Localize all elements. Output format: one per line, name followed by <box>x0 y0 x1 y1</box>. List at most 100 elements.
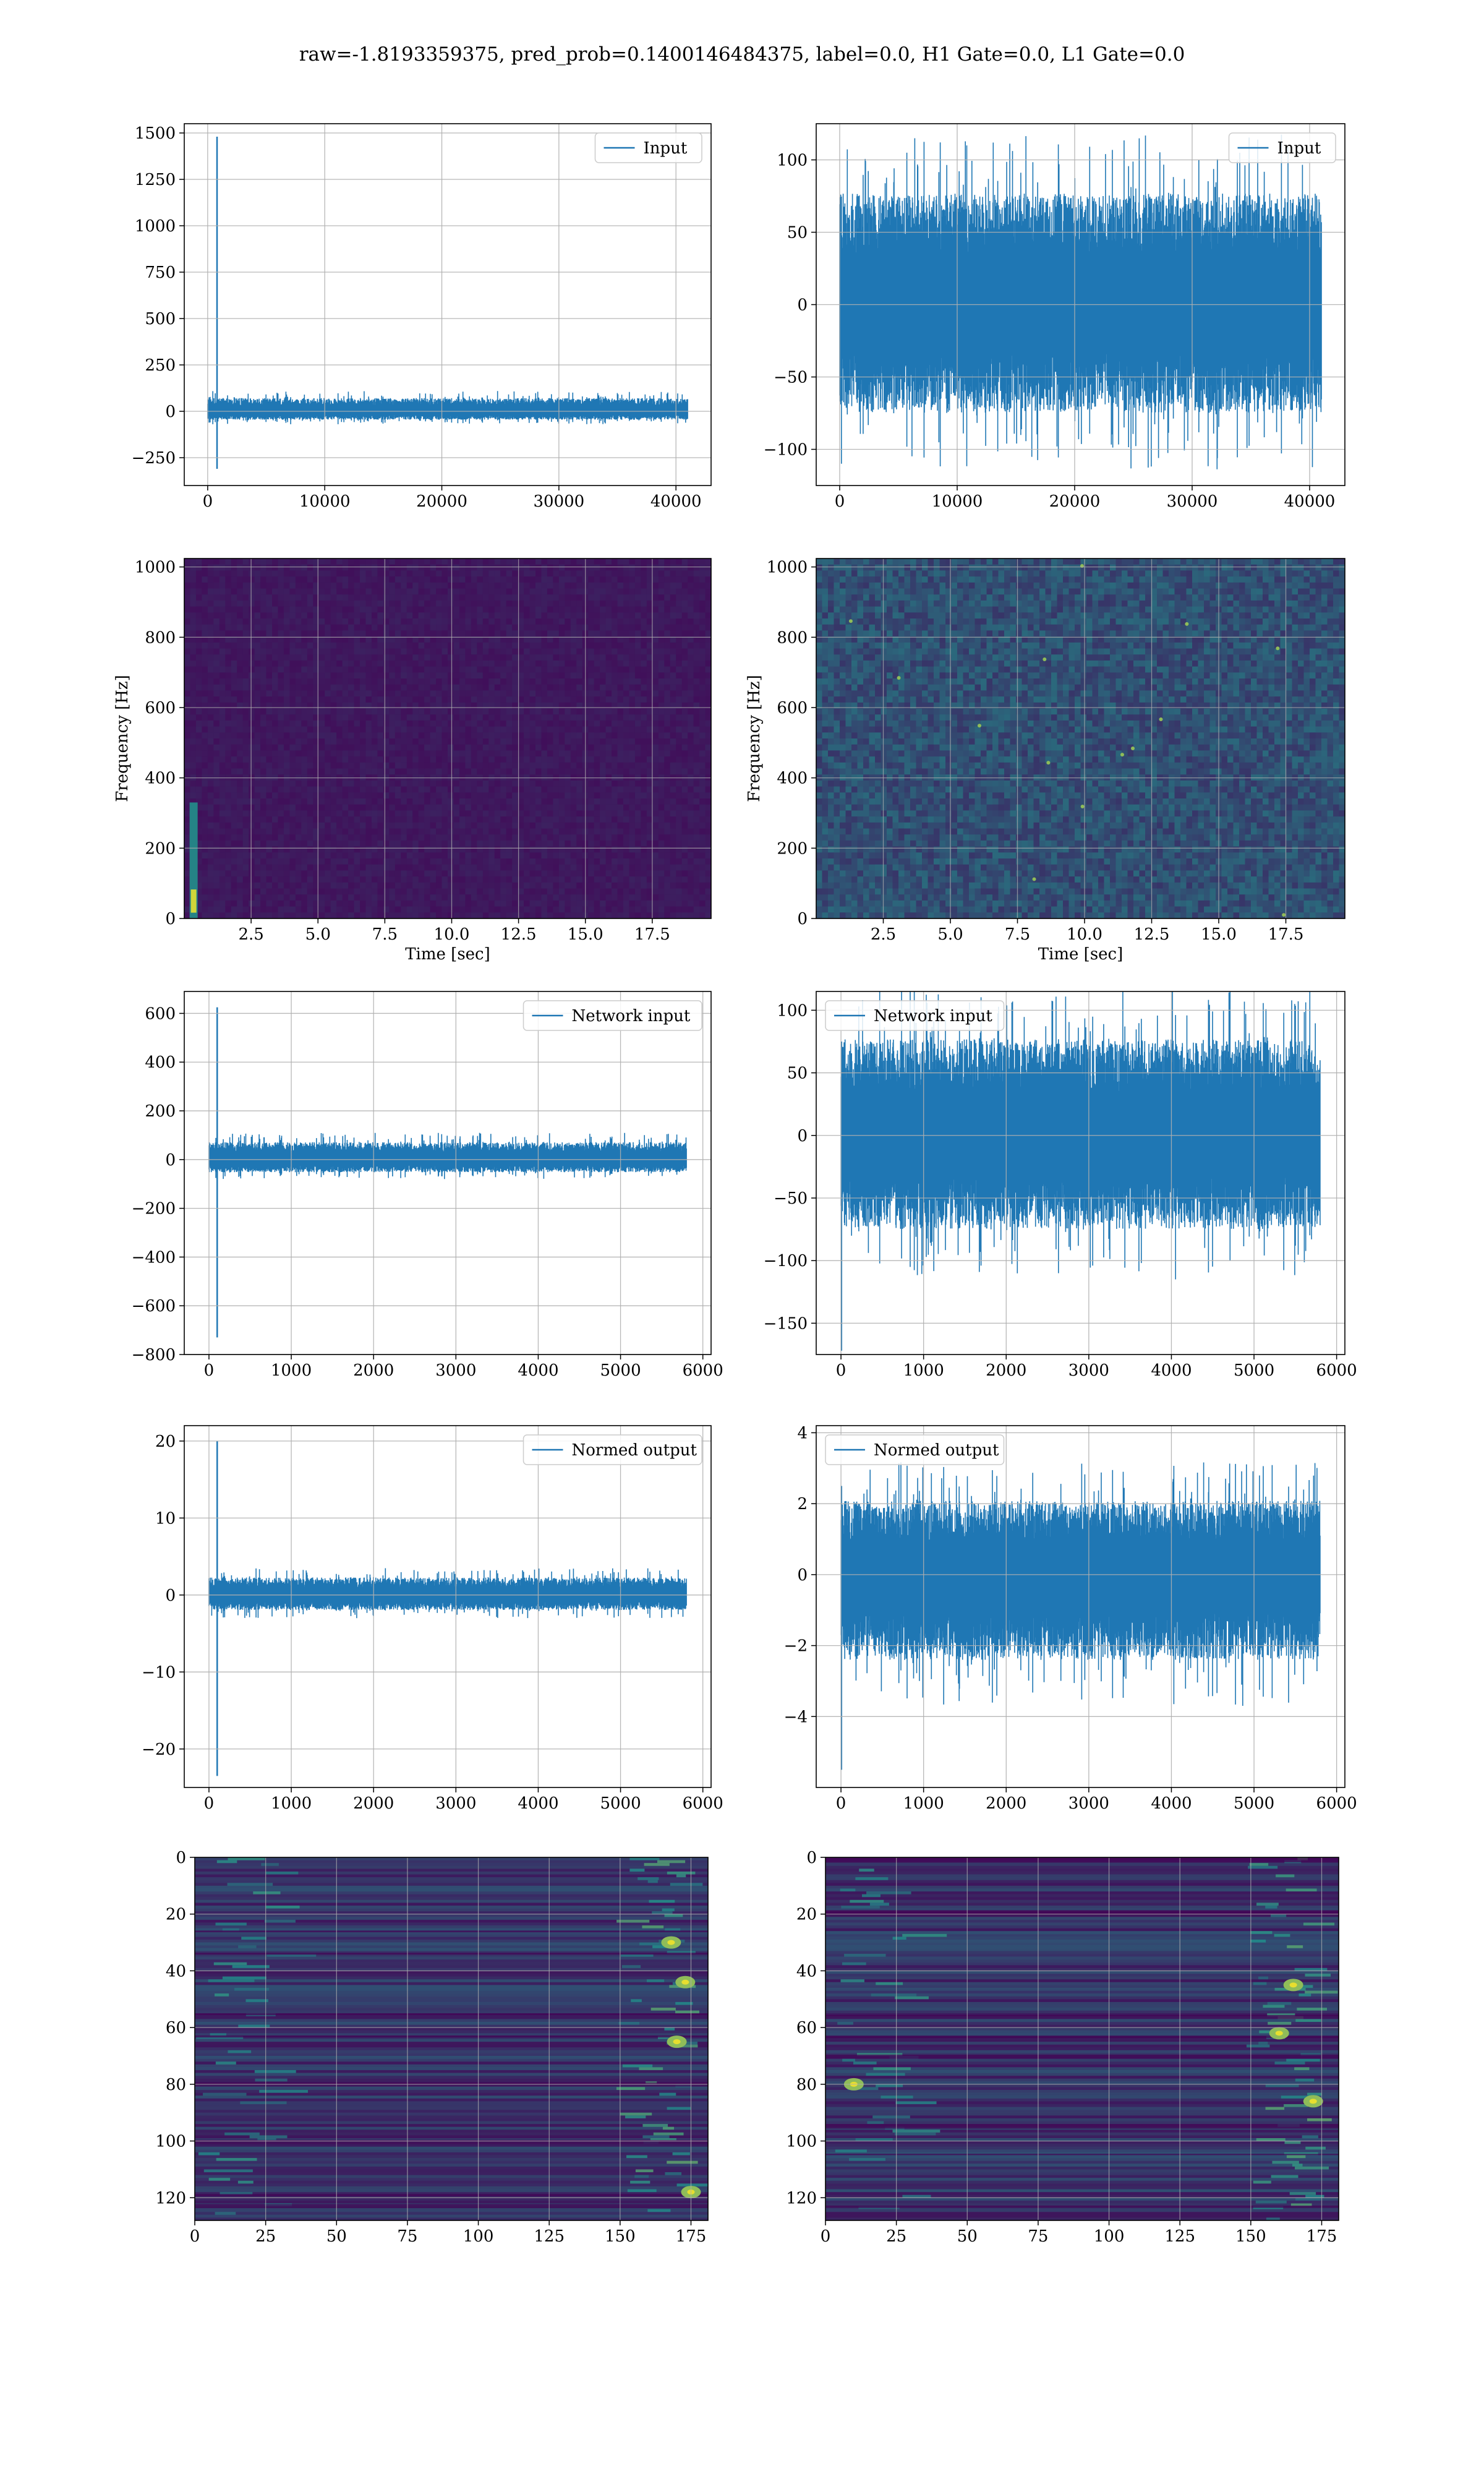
heatmap-cell <box>389 750 396 757</box>
heatmap-cell <box>336 810 343 817</box>
heatmap-cell <box>494 828 501 835</box>
heatmap-cell <box>418 582 425 589</box>
heatmap-cell <box>412 690 419 697</box>
heatmap-cell <box>365 666 372 673</box>
heatmap-cell <box>576 738 583 745</box>
heatmap-cell <box>278 786 284 793</box>
heatmap-cell <box>242 792 249 799</box>
heatmap-cell <box>605 792 612 799</box>
heatmap-cell <box>477 606 484 613</box>
heatmap-cell <box>354 708 360 715</box>
heatmap-cell <box>377 762 384 769</box>
heatmap-cell <box>371 570 378 577</box>
heatmap-cell <box>547 912 553 918</box>
heatmap-cell <box>430 732 437 739</box>
heatmap-cell <box>477 756 484 763</box>
heatmap-cell <box>518 768 524 775</box>
heatmap-cell <box>652 690 659 697</box>
heatmap-cell <box>448 684 454 691</box>
heatmap-cell <box>565 828 571 835</box>
heatmap-cell <box>278 672 284 679</box>
heatmap-cell <box>652 906 659 913</box>
heatmap-cell <box>512 906 519 913</box>
heatmap-cell <box>254 564 261 571</box>
heatmap-cell <box>260 858 267 865</box>
heatmap-cell <box>634 870 641 877</box>
heatmap-cell <box>570 810 577 817</box>
heatmap-cell <box>401 630 407 637</box>
heatmap-cell <box>401 786 407 793</box>
heatmap-cell <box>237 816 244 823</box>
heatmap-cell <box>441 828 448 835</box>
heatmap-cell <box>658 672 665 679</box>
heatmap-cell <box>535 588 542 595</box>
heatmap-cell <box>184 894 190 901</box>
heatmap-cell <box>629 798 636 805</box>
heatmap-cell <box>202 642 208 649</box>
heatmap-cell <box>436 858 443 865</box>
heatmap-cell <box>565 678 571 685</box>
heatmap-cell <box>471 720 477 727</box>
heatmap-cell <box>278 870 284 877</box>
heatmap-cell <box>272 588 278 595</box>
heatmap-cell <box>453 756 460 763</box>
heatmap-cell <box>207 840 214 847</box>
heatmap-cell <box>524 714 531 721</box>
heatmap-cell <box>313 822 320 829</box>
heatmap-cell <box>565 696 571 703</box>
heatmap-cell <box>377 864 384 871</box>
heatmap-cell <box>617 840 624 847</box>
heatmap-cell <box>612 678 618 685</box>
heatmap-cell <box>535 666 542 673</box>
heatmap-cell <box>588 636 595 643</box>
heatmap-cell <box>558 828 565 835</box>
heatmap-cell <box>412 894 419 901</box>
heatmap-cell <box>283 750 290 757</box>
heatmap-cell <box>652 798 659 805</box>
heatmap-cell <box>477 672 484 679</box>
heatmap-cell <box>459 696 466 703</box>
heatmap-cell <box>629 636 636 643</box>
heatmap-cell <box>295 559 302 565</box>
heatmap-cell <box>547 684 553 691</box>
heatmap-cell <box>231 792 237 799</box>
heatmap-cell <box>482 594 489 601</box>
heatmap-cell <box>617 810 624 817</box>
heatmap-cell <box>430 702 437 709</box>
heatmap-cell <box>488 612 495 619</box>
heatmap-cell <box>623 606 629 613</box>
heatmap-cell <box>231 642 237 649</box>
y-tick-label: 1500 <box>135 124 176 143</box>
heatmap-cell <box>453 564 460 571</box>
heatmap-cell <box>541 606 548 613</box>
heatmap-cell <box>202 576 208 583</box>
heatmap-cell <box>494 630 501 637</box>
heatmap-cell <box>448 846 454 853</box>
heatmap-cell <box>313 732 320 739</box>
heatmap-cell <box>612 660 618 667</box>
heatmap-cell <box>330 804 337 811</box>
heatmap-cell <box>225 636 232 643</box>
heatmap-cell <box>576 732 583 739</box>
heatmap-cell <box>605 570 612 577</box>
heatmap-cell <box>471 792 477 799</box>
heatmap-cell <box>500 756 507 763</box>
heatmap-cell <box>629 684 636 691</box>
heatmap-cell <box>190 648 197 655</box>
heatmap-cell <box>436 624 443 631</box>
heatmap-cell <box>436 672 443 679</box>
heatmap-cell <box>342 786 349 793</box>
heatmap-cell <box>313 708 320 715</box>
heatmap-cell <box>594 678 600 685</box>
heatmap-cell <box>249 606 255 613</box>
heatmap-cell <box>389 732 396 739</box>
heatmap-cell <box>184 870 190 877</box>
heatmap-cell <box>448 822 454 829</box>
heatmap-cell <box>389 714 396 721</box>
heatmap-cell <box>576 900 583 907</box>
heatmap-cell <box>330 714 337 721</box>
heatmap-cell <box>313 594 320 601</box>
heatmap-cell <box>529 678 536 685</box>
heatmap-cell <box>389 666 396 673</box>
heatmap-cell <box>260 768 267 775</box>
